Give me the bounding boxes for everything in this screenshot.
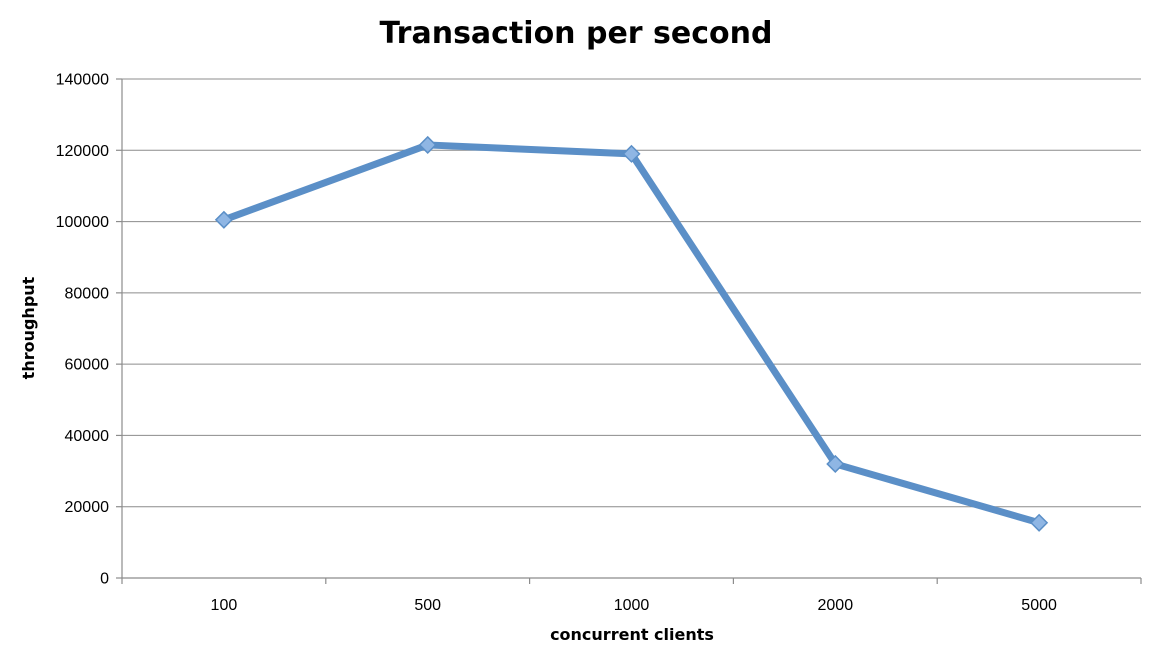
y-tick-label: 140000 <box>56 72 109 89</box>
data-point-marker <box>418 135 437 154</box>
x-axis-label: concurrent clients <box>550 625 714 644</box>
y-tick-label: 80000 <box>65 285 110 302</box>
y-tick-label: 40000 <box>65 428 110 445</box>
data-point-marker <box>826 454 845 474</box>
y-tick-label: 60000 <box>65 357 110 374</box>
y-tick-label: 100000 <box>56 214 109 231</box>
data-point-marker <box>214 210 233 229</box>
data-point-marker <box>1030 513 1049 532</box>
y-tick-label: 120000 <box>56 143 109 160</box>
y-tick-label: 0 <box>100 571 109 588</box>
grid <box>122 78 1141 508</box>
x-tick-label: 2000 <box>818 597 854 614</box>
x-tick-labels: 100 500 1000 2000 5000 <box>211 597 1057 614</box>
x-tick-label: 100 <box>211 597 238 614</box>
data-point-marker <box>622 144 641 163</box>
x-tick-label: 1000 <box>614 597 650 614</box>
series-layer <box>214 135 1049 532</box>
series-line <box>220 141 1043 527</box>
y-tick-labels: 0 20000 40000 60000 80000 100000 120000 140000 <box>56 72 109 588</box>
y-tick-label: 20000 <box>65 499 110 516</box>
y-axis-label: throughput <box>19 276 38 379</box>
x-tick-label: 5000 <box>1021 597 1057 614</box>
x-tick-label: 500 <box>414 597 441 614</box>
chart-title: Transaction per second <box>380 16 773 51</box>
axes <box>116 78 1142 584</box>
